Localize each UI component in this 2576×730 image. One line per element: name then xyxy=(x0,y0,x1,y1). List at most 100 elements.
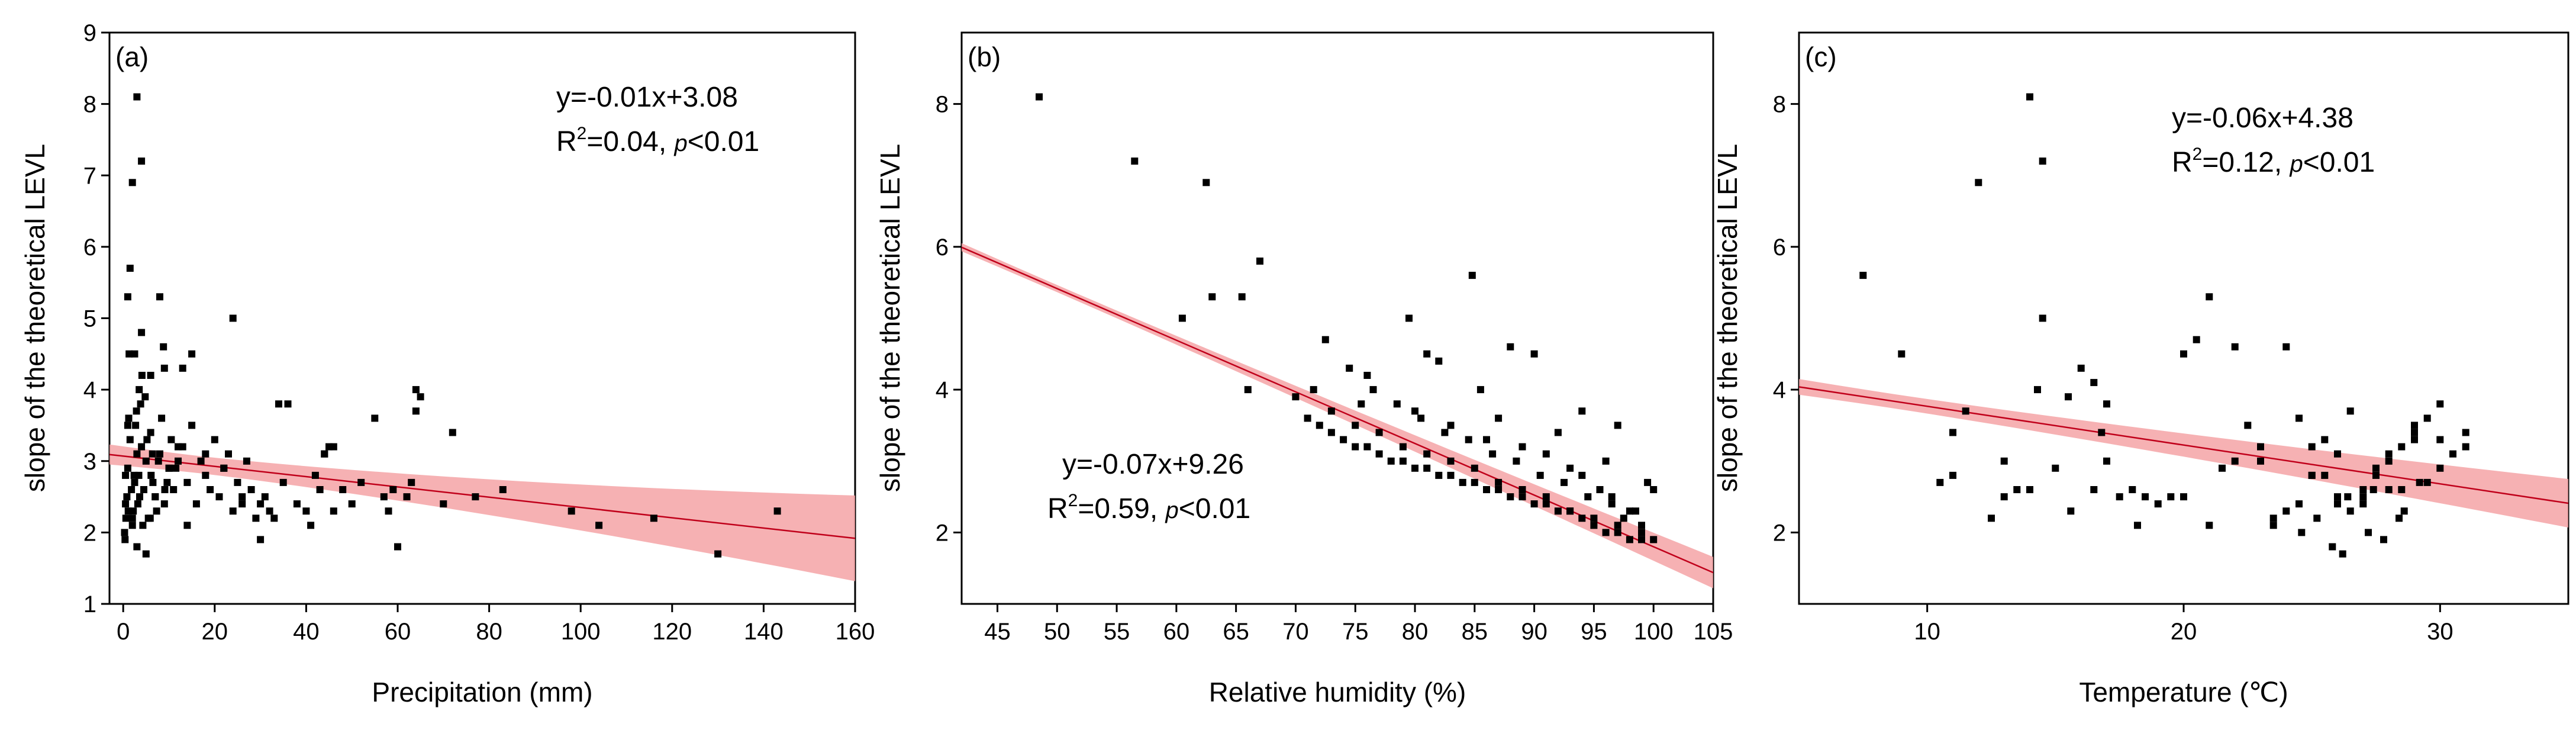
data-point xyxy=(1495,414,1503,422)
data-point xyxy=(321,450,328,458)
x-tick-label: 100 xyxy=(561,619,601,645)
data-point xyxy=(1459,478,1466,486)
data-point xyxy=(2436,464,2444,472)
data-point xyxy=(2385,486,2393,493)
fit-stats: R2=0.04, p<0.01 xyxy=(556,124,759,157)
data-point xyxy=(394,543,401,551)
x-ticks: 10 20 30 xyxy=(1914,604,2454,645)
data-point xyxy=(389,486,397,493)
x-tick-label: 160 xyxy=(836,619,875,645)
data-point xyxy=(125,414,133,422)
data-point xyxy=(220,464,228,472)
data-point xyxy=(440,500,447,508)
data-point xyxy=(2269,522,2277,529)
data-point xyxy=(138,443,146,451)
data-point xyxy=(1626,507,1633,515)
data-point xyxy=(142,457,150,465)
data-point xyxy=(215,493,223,501)
x-tick-label: 65 xyxy=(1223,619,1249,645)
data-point xyxy=(2193,336,2200,343)
data-point xyxy=(2321,436,2329,443)
data-point xyxy=(243,457,250,465)
data-point xyxy=(1468,272,1476,279)
data-point xyxy=(130,471,138,479)
confidence-band-layer xyxy=(962,243,1713,588)
data-point xyxy=(2346,407,2354,415)
data-point xyxy=(2423,478,2431,486)
data-point xyxy=(1518,486,1526,493)
data-point xyxy=(1358,400,1365,408)
data-point xyxy=(1650,536,1658,544)
data-point xyxy=(2206,522,2213,529)
data-point xyxy=(163,478,171,486)
data-point xyxy=(1352,443,1359,451)
data-point xyxy=(175,443,182,451)
fit-line-layer xyxy=(1798,386,2569,504)
data-point xyxy=(1962,407,1969,415)
data-point xyxy=(2180,350,2187,358)
data-point xyxy=(1352,422,1359,429)
data-point xyxy=(2313,514,2321,522)
data-point xyxy=(1435,357,1443,365)
panel-b: 45 50 55 60 65 70 75 80 85 90 95 100 105 2 4 6 8 (b) Re… xyxy=(875,31,1733,708)
data-point xyxy=(2436,400,2444,408)
data-point xyxy=(1578,471,1586,479)
y-tick-label: 7 xyxy=(83,163,96,189)
data-point xyxy=(1435,471,1443,479)
data-point xyxy=(316,486,324,493)
data-point xyxy=(2026,93,2033,101)
data-point xyxy=(1650,486,1658,493)
data-point xyxy=(153,507,160,515)
data-point xyxy=(147,372,154,379)
data-point xyxy=(357,478,365,486)
data-point xyxy=(1363,443,1371,451)
x-axis-label: Relative humidity (%) xyxy=(1209,677,1466,708)
data-point xyxy=(1417,414,1425,422)
data-point xyxy=(1316,422,1323,429)
data-point xyxy=(1495,486,1503,493)
data-points xyxy=(1859,93,2469,558)
data-point xyxy=(1542,500,1550,508)
y-tick-label: 3 xyxy=(83,449,96,475)
data-point xyxy=(1936,478,1944,486)
data-point xyxy=(2000,457,2008,465)
data-point xyxy=(2344,493,2352,501)
data-point xyxy=(138,157,146,165)
data-point xyxy=(330,507,337,515)
data-point xyxy=(234,478,241,486)
x-axis-label: Precipitation (mm) xyxy=(372,677,592,708)
data-point xyxy=(2385,450,2393,458)
data-point xyxy=(1483,486,1490,493)
data-point xyxy=(211,436,218,443)
data-point xyxy=(2134,522,2141,529)
data-point xyxy=(1644,478,1652,486)
data-point xyxy=(2372,464,2380,472)
data-point xyxy=(202,471,209,479)
data-point xyxy=(2167,493,2175,501)
data-point xyxy=(1542,493,1550,501)
data-point xyxy=(2359,493,2367,501)
data-point xyxy=(192,500,200,508)
data-point xyxy=(2219,464,2226,472)
data-point xyxy=(138,329,146,336)
data-point xyxy=(252,514,260,522)
data-point xyxy=(1447,471,1455,479)
y-tick-label: 9 xyxy=(83,20,96,46)
data-point xyxy=(2411,422,2418,429)
data-point xyxy=(2000,493,2008,501)
y-tick-label: 2 xyxy=(83,520,96,546)
data-point xyxy=(1602,457,1610,465)
fit-stats: R2=0.59, p<0.01 xyxy=(1047,491,1250,525)
data-point xyxy=(1178,314,1186,322)
data-point xyxy=(1507,343,1514,350)
confidence-band-layer xyxy=(109,444,855,581)
data-point xyxy=(1626,536,1633,544)
data-point xyxy=(1578,514,1586,522)
data-point xyxy=(1244,386,1252,394)
data-point xyxy=(2039,157,2046,165)
data-point xyxy=(128,486,136,493)
data-point xyxy=(371,414,379,422)
data-point xyxy=(2396,514,2403,522)
data-point xyxy=(197,457,205,465)
data-point xyxy=(284,400,292,408)
